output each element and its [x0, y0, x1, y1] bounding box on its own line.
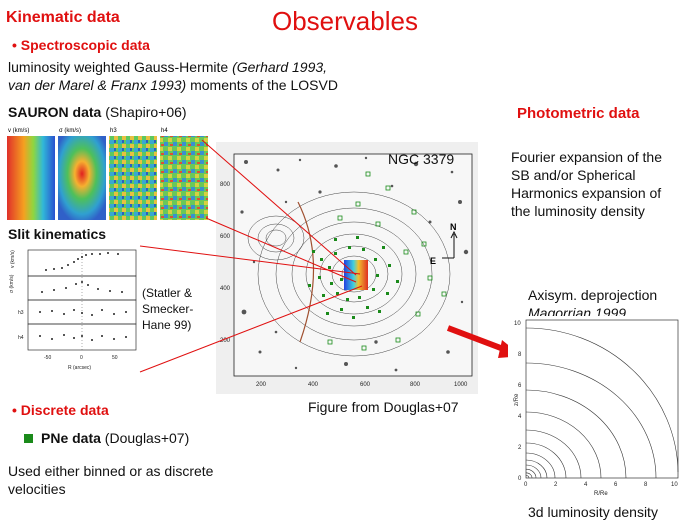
slit-ylabel-v: v (km/s) [10, 250, 16, 268]
dep-xtick-5: 10 [671, 482, 678, 488]
spectroscopic-description: luminosity weighted Gauss-Hermite (Gerha… [8, 58, 388, 94]
sauron-panel-velocity: v (km/s) [7, 128, 55, 220]
slit-xtick-2: 50 [112, 355, 118, 361]
sauron-label-h3: h3 [110, 128, 117, 134]
ngc-ytick-2: 600 [220, 234, 231, 240]
spectroscopic-bullet: • [12, 37, 17, 53]
photometric-header: Photometric data [517, 105, 640, 122]
dep-ytick-0: 0 [518, 476, 522, 482]
sauron-maps: v (km/s) σ (km/s) h3 h4 [7, 128, 208, 220]
slit-xtick-0: -50 [44, 355, 51, 361]
sauron-panel-h3: h3 [109, 128, 157, 220]
desc-line2b: moments of the LOSVD [186, 77, 338, 93]
ngc-ytick-0: 200 [220, 338, 231, 344]
desc-line2a: van der Marel & Franx 1993) [8, 77, 187, 93]
dep-ylabel: z/Re [514, 393, 520, 406]
ngc-label: NGC 3379 [388, 151, 455, 167]
dep-xlabel: R/Re [594, 491, 608, 497]
dep-xtick-3: 6 [614, 482, 618, 488]
dep-ytick-1: 2 [518, 445, 522, 451]
statler-ref: (Statler & Smecker- Hane 99) [142, 286, 194, 332]
ngc-ytick-1: 400 [220, 286, 231, 292]
sauron-caption: SAURON data (Shapiro+06) [8, 103, 187, 121]
slit-ylabel-h4: h4 [18, 335, 24, 341]
slide-title: Observables [272, 6, 418, 36]
deprojection-line1: Axisym. deprojection [528, 287, 658, 303]
desc-line1b: (Gerhard 1993, [232, 59, 328, 75]
sauron-panel-dispersion: σ (km/s) [58, 128, 106, 220]
dep-xtick-0: 0 [524, 482, 528, 488]
sauron-label-h4: h4 [161, 128, 168, 134]
dep-xtick-4: 8 [644, 482, 648, 488]
slit-ylabel-sigma: σ (km/s) [9, 274, 15, 293]
sauron-label-v: v (km/s) [8, 128, 29, 134]
compass-north: N [450, 222, 457, 232]
luminosity-density-plot: 0 2 4 6 8 10 0 2 4 6 8 10 R/Re z/Re [508, 316, 684, 498]
compass [442, 230, 458, 259]
dep-ytick-5: 10 [514, 321, 521, 327]
slit-kinematics-header: Slit kinematics [8, 226, 107, 242]
kinematic-data-header: Kinematic data [6, 9, 120, 26]
spectroscopic-label: Spectroscopic data [20, 37, 150, 53]
discrete-header: • Discrete data [12, 402, 109, 418]
dep-xtick-2: 4 [584, 482, 588, 488]
ngc-caption: Figure from Douglas+07 [308, 399, 459, 415]
dep-ytick-3: 6 [518, 383, 522, 389]
slit-xlabel: R (arcsec) [68, 365, 91, 371]
slit-points [39, 252, 127, 341]
ngc-xtick-0: 200 [256, 382, 267, 388]
pne-ref: (Douglas+07) [100, 430, 190, 446]
sauron-label-sigma: σ (km/s) [59, 128, 81, 134]
compass-east: E [430, 256, 436, 266]
slit-xtick-1: 0 [80, 355, 83, 361]
ngc-xtick-2: 600 [360, 382, 371, 388]
deprojection-caption: 3d luminosity density [528, 504, 658, 520]
dep-ytick-2: 4 [518, 414, 522, 420]
dep-xtick-1: 2 [554, 482, 558, 488]
photometric-text: Fourier expansion of the SB and/or Spher… [511, 149, 662, 219]
discrete-label: Discrete data [20, 402, 109, 418]
desc-line1a: luminosity weighted Gauss-Hermite [8, 59, 233, 75]
ngc-xtick-3: 800 [410, 382, 421, 388]
spectroscopic-header: • Spectroscopic data [12, 37, 150, 53]
sauron-ref: (Shapiro+06) [101, 104, 187, 120]
ngc-xtick-1: 400 [308, 382, 319, 388]
dep-ytick-4: 8 [518, 352, 522, 358]
density-contours [525, 327, 679, 479]
field-stars [240, 156, 469, 372]
ngc-ytick-3: 800 [220, 182, 231, 188]
ngc-xtick-4: 1000 [454, 382, 468, 388]
discrete-bullet: • [12, 402, 17, 418]
discrete-note: Used either binned or as discrete veloci… [8, 463, 214, 497]
sauron-panel-h4: h4 [160, 128, 208, 220]
pne-legend: PNe data (Douglas+07) [24, 429, 189, 447]
slit-ylabel-h3: h3 [18, 310, 24, 316]
pne-markers [308, 171, 447, 351]
slit-plot: v (km/s) σ (km/s) h3 h4 -50 0 50 R (arcs… [6, 244, 140, 378]
pne-label: PNe data [41, 430, 101, 446]
pne-square-icon [24, 434, 33, 443]
sauron-label: SAURON data [8, 104, 102, 120]
